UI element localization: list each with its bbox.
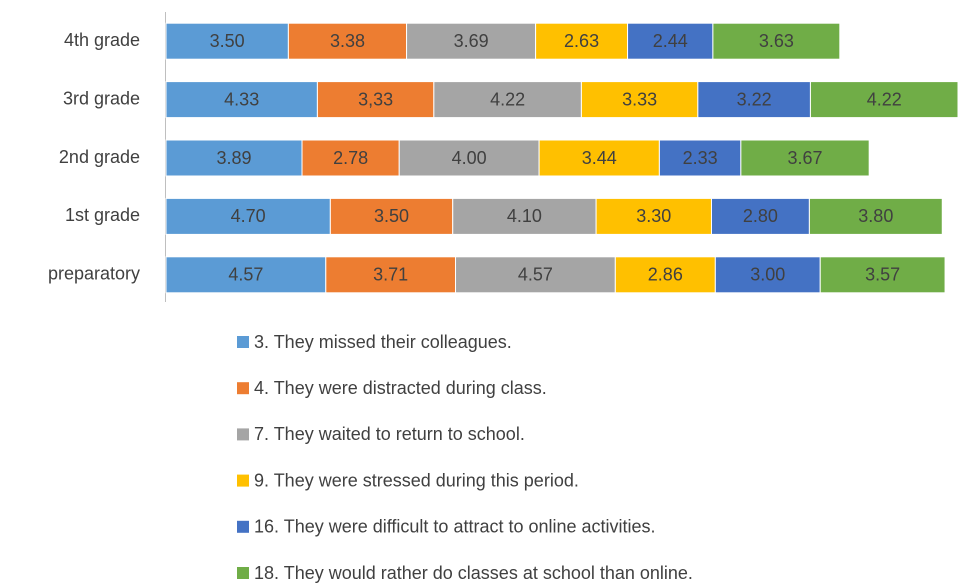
legend-label: 7. They waited to return to school.	[254, 424, 525, 444]
value-label: 4.33	[224, 89, 259, 109]
value-label: 3.30	[636, 206, 671, 226]
bar-segment	[301, 139, 400, 177]
value-label: 4.22	[490, 89, 525, 109]
legend-label: 16. They were difficult to attract to on…	[254, 517, 656, 537]
bar-segment	[710, 197, 810, 235]
value-label: 3.89	[216, 148, 251, 168]
value-label: 3.67	[787, 148, 822, 168]
bar-segment	[329, 197, 454, 235]
bar-segment	[165, 139, 303, 177]
value-label: 3.69	[454, 31, 489, 51]
value-label: 4.10	[507, 206, 542, 226]
category-label: 2nd grade	[59, 147, 140, 167]
bar-segment	[714, 256, 821, 294]
value-label: 3.63	[759, 31, 794, 51]
legend-swatch	[237, 474, 249, 487]
bar-segment	[809, 81, 959, 119]
legend-label: 18. They would rather do classes at scho…	[254, 563, 693, 583]
value-label: 3.22	[737, 89, 772, 109]
bar-segment	[697, 81, 811, 119]
value-label: 4.22	[867, 89, 902, 109]
value-label: 2.33	[683, 148, 718, 168]
value-label: 3.50	[210, 31, 245, 51]
bar-segment	[658, 139, 742, 177]
value-label: 3.33	[622, 89, 657, 109]
bar-segment	[325, 256, 457, 294]
bar-segment	[819, 256, 946, 294]
bar-segment	[398, 139, 540, 177]
value-label: 3.57	[865, 265, 900, 285]
value-label: 2.63	[564, 31, 599, 51]
category-label: 4th grade	[64, 30, 140, 50]
legend-swatch	[237, 567, 249, 579]
value-label: 2.44	[653, 31, 688, 51]
bar-segment	[712, 22, 841, 60]
legend-label: 3. They missed their colleagues.	[254, 332, 512, 352]
bar-segment	[165, 256, 327, 294]
value-label: 4.57	[518, 265, 553, 285]
legend-swatch	[237, 428, 249, 441]
bar-segment	[580, 81, 699, 119]
bar-segment	[455, 256, 616, 294]
value-label: 3.50	[374, 206, 409, 226]
value-label: 4.57	[228, 265, 263, 285]
value-label: 4.00	[452, 148, 487, 168]
value-label: 3.80	[858, 206, 893, 226]
bar-segment	[452, 197, 597, 235]
category-label: 1st grade	[65, 205, 140, 225]
bar-segment	[614, 256, 716, 294]
bar-segment	[406, 22, 537, 60]
value-label: 2.78	[333, 148, 368, 168]
value-label: 2.80	[743, 206, 778, 226]
value-label: 3.44	[582, 148, 617, 168]
category-label: 3rd grade	[63, 88, 140, 108]
bar-segment	[808, 197, 943, 235]
bar-segment	[538, 139, 660, 177]
legend-swatch	[237, 520, 249, 533]
value-label: 3.00	[750, 265, 785, 285]
value-label: 2.86	[648, 265, 683, 285]
legend-label: 4. They were distracted during class.	[254, 378, 547, 398]
legend-swatch	[237, 382, 249, 395]
category-label: preparatory	[48, 264, 140, 284]
legend-swatch	[237, 336, 249, 348]
bar-segment	[287, 22, 408, 60]
bar-segment	[165, 197, 331, 235]
value-label: 4.70	[231, 206, 266, 226]
bar-segment	[433, 81, 582, 119]
value-label: 3.71	[373, 265, 408, 285]
bar-segment	[740, 139, 870, 177]
legend-label: 9. They were stressed during this period…	[254, 470, 579, 490]
value-label: 3.38	[330, 31, 365, 51]
value-label: 3,33	[358, 89, 393, 109]
